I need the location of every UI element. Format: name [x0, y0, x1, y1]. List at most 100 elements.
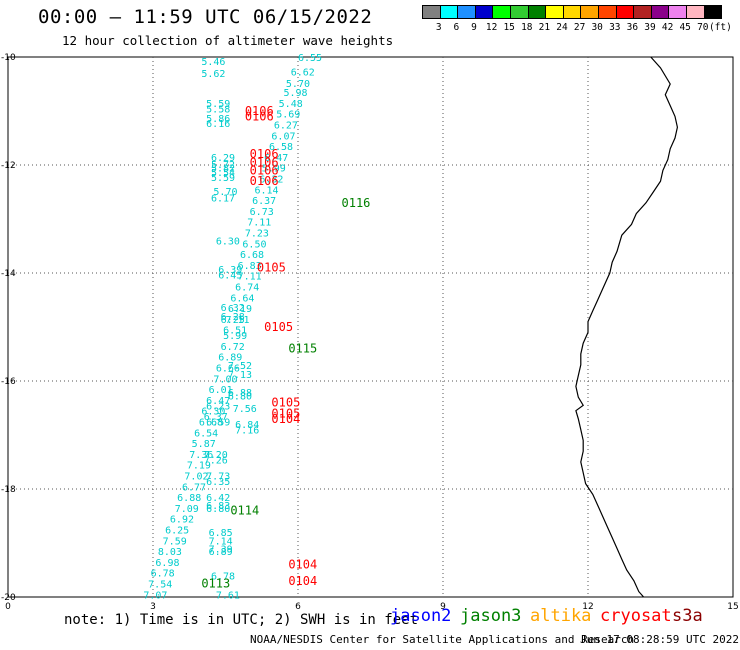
color-label: 18	[521, 22, 533, 33]
pass-id-label: 0105	[271, 406, 300, 420]
timestamp-text: Jun 17 08:28:59 UTC 2022	[580, 633, 739, 646]
pass-id-label: 0106	[250, 147, 279, 161]
y-tick-label: -10	[1, 53, 16, 63]
legend-s3a: s3a	[672, 606, 703, 626]
wave-height-label: 7.39	[209, 544, 233, 555]
footer-note: note: 1) Time is in UTC; 2) SWH is in fe…	[64, 612, 419, 628]
wave-height-label: 6.88	[177, 493, 201, 504]
wave-height-label: 6.68	[240, 250, 264, 261]
pass-id-label: 0115	[288, 342, 317, 356]
wave-height-label: 5.99	[223, 331, 247, 342]
y-tick-label: -16	[1, 377, 16, 387]
wave-height-label: 7.52	[228, 361, 252, 372]
wave-height-label: 6.16	[206, 119, 230, 130]
wave-height-label: 7.61	[216, 590, 240, 601]
wave-height-label: 6.84	[235, 420, 259, 431]
wave-height-label: 6.80	[206, 504, 230, 515]
wave-height-label: 5.87	[192, 439, 216, 450]
wave-height-label: 6.66	[216, 364, 240, 375]
x-tick-label: 6	[295, 602, 301, 612]
wave-height-label: 5.59	[206, 99, 230, 110]
wave-height-label: 6.88	[228, 388, 252, 399]
wave-height-label: 7.26	[204, 455, 228, 466]
wave-height-label: 5.48	[279, 99, 303, 110]
color-label: 21	[538, 22, 551, 33]
wave-height-label: 7.13	[228, 370, 252, 381]
wave-height-label: 7.36	[189, 450, 213, 461]
credit-text: NOAA/NESDIS Center for Satellite Applica…	[250, 633, 635, 646]
wave-height-label: 6.83	[238, 261, 262, 272]
wave-height-label: 6.28	[221, 312, 245, 323]
plot-frame	[7, 56, 734, 598]
wave-height-label: 6.19	[228, 304, 252, 315]
wave-height-label: 7.11	[226, 315, 250, 326]
wave-height-label: 6.30	[201, 407, 225, 418]
y-tick-label: -20	[1, 593, 16, 603]
pass-id-label: 0104	[288, 558, 317, 572]
color-label: 36	[626, 22, 639, 33]
coastline	[575, 56, 679, 598]
wave-height-label: 6.01	[209, 385, 233, 396]
color-label: 70	[697, 22, 709, 33]
wave-height-label: 6.55	[298, 53, 322, 64]
wave-height-label: 6.59	[206, 418, 230, 429]
color-label: 9	[471, 22, 477, 33]
pass-id-label: 0104	[288, 574, 317, 588]
wave-height-label: 5.70	[213, 187, 237, 198]
wave-height-label: 7.14	[209, 536, 233, 547]
pass-id-label: 0113	[201, 577, 230, 591]
wave-height-label: 7.02	[184, 472, 208, 483]
wave-height-label: 5.72	[211, 160, 235, 171]
pass-id-label: 0105	[271, 396, 300, 410]
wave-height-label: 7.20	[204, 450, 228, 461]
wave-height-label: 6.47	[206, 396, 230, 407]
color-label: (ft)	[708, 22, 732, 33]
legend-altika: altika	[530, 606, 592, 626]
color-label: 6	[453, 22, 460, 33]
x-tick-label: 9	[440, 602, 446, 612]
wave-height-label: 5.58	[206, 104, 230, 115]
wave-height-label: 6.32	[259, 175, 283, 186]
color-label: 24	[556, 22, 568, 33]
pass-id-label: 0106	[250, 174, 279, 188]
wave-height-label: 6.27	[274, 121, 298, 132]
wave-height-label: 6.17	[211, 193, 235, 204]
wave-height-label: 6.47	[264, 153, 288, 164]
wave-height-label: 6.77	[182, 482, 206, 493]
pass-id-label: 0106	[250, 155, 279, 169]
wave-height-label: 6.37	[252, 196, 276, 207]
wave-height-label: 8.03	[158, 547, 182, 558]
wave-height-label: 6.62	[291, 68, 315, 79]
wave-height-label: 6.50	[242, 239, 266, 250]
legend-jason3: jason3	[460, 606, 522, 626]
color-label: 42	[661, 22, 674, 33]
wave-height-label: 6.98	[155, 558, 179, 569]
x-tick-label: 12	[582, 602, 593, 612]
color-label: 33	[609, 22, 621, 33]
color-label: 12	[485, 22, 498, 33]
wave-height-label: 6.73	[250, 207, 274, 218]
wave-height-label: 6.14	[255, 185, 279, 196]
wave-height-label: 6.51	[223, 326, 247, 337]
wave-height-label: 6.78	[151, 569, 175, 580]
wave-height-label: 6.07	[271, 131, 295, 142]
pass-id-label: 0106	[245, 104, 274, 118]
wave-height-label: 6.80	[228, 392, 252, 403]
wave-height-label: 6.45	[218, 271, 242, 282]
color-label: 3	[435, 22, 442, 33]
wave-height-label: 6.32	[221, 303, 245, 314]
wave-height-label: 6.35	[206, 477, 230, 488]
wave-height-label: 6.89	[209, 547, 233, 558]
y-tick-label: -12	[1, 161, 16, 171]
wave-height-label: 5.69	[276, 110, 300, 121]
pass-id-label: 0106	[250, 163, 279, 177]
wave-height-label: 6.23	[206, 401, 230, 412]
map-title: 00:00 – 11:59 UTC 06/15/2022	[38, 6, 373, 28]
wave-height-label: 7.56	[233, 404, 257, 415]
wave-height-label: 5.54	[211, 168, 235, 179]
wave-height-label: 6.78	[211, 571, 235, 582]
wave-height-label: 7.00	[213, 374, 237, 385]
wave-height-label: 6.72	[221, 342, 245, 353]
map-subtitle: 12 hour collection of altimeter wave hei…	[62, 33, 394, 48]
